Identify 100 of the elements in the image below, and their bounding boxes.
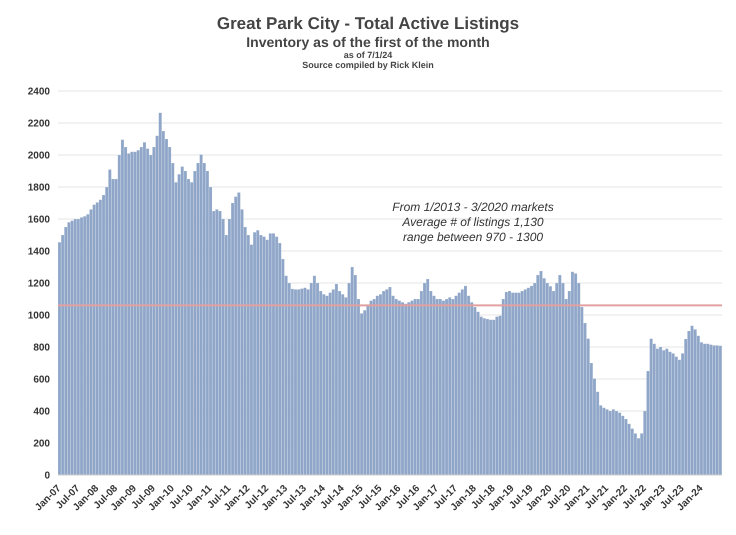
- bar: [341, 294, 344, 475]
- bar: [253, 232, 256, 475]
- bar: [422, 282, 426, 475]
- bar: [454, 296, 458, 475]
- bar: [458, 292, 461, 475]
- bar: [703, 344, 706, 475]
- bar: [665, 348, 668, 475]
- y-tick-label: 400: [33, 406, 50, 418]
- bar: [83, 216, 86, 475]
- bar: [574, 273, 578, 475]
- annotation: range between 970 - 1300: [402, 230, 544, 245]
- bar: [200, 154, 203, 475]
- bar: [612, 409, 615, 475]
- bar: [524, 289, 527, 475]
- y-tick-label: 1600: [28, 214, 50, 226]
- bar: [407, 302, 410, 475]
- bar: [215, 209, 218, 475]
- y-tick-label: 600: [33, 374, 50, 386]
- bar: [158, 112, 162, 475]
- bar: [70, 220, 74, 475]
- bar: [464, 286, 468, 475]
- bar: [426, 278, 430, 475]
- bar: [388, 286, 392, 475]
- bar: [460, 289, 464, 475]
- chart-title: Great Park City - Total Active Listings: [216, 14, 520, 34]
- bar: [614, 410, 618, 475]
- bar: [133, 152, 137, 475]
- bar: [668, 352, 672, 475]
- bar: [511, 292, 514, 475]
- bar: [256, 230, 260, 475]
- bar: [350, 266, 354, 475]
- bar: [536, 274, 540, 475]
- bar: [272, 233, 276, 475]
- y-tick-label: 800: [33, 342, 50, 354]
- bar: [602, 408, 606, 475]
- y-tick-label: 2000: [28, 150, 50, 162]
- bar: [218, 210, 222, 475]
- bar: [674, 356, 678, 475]
- bar: [712, 345, 716, 475]
- bar: [558, 274, 562, 475]
- annotation: Average # of listings 1,130: [401, 215, 545, 230]
- bar: [363, 310, 366, 475]
- bar: [300, 288, 304, 475]
- bar: [303, 288, 307, 475]
- bar: [130, 152, 134, 475]
- bar: [451, 298, 454, 475]
- text: as of 7/1/24: [342, 50, 394, 60]
- bar: [398, 300, 401, 475]
- bar: [650, 338, 653, 475]
- bar: [486, 318, 490, 475]
- bar: [410, 300, 414, 475]
- bar: [504, 292, 508, 475]
- bar: [262, 236, 266, 475]
- y-tick-label: 1000: [28, 310, 50, 322]
- bar: [718, 346, 722, 475]
- bar: [92, 204, 96, 475]
- bar: [294, 289, 298, 475]
- bar: [376, 296, 379, 475]
- bar: [108, 169, 112, 475]
- bar: [275, 236, 278, 475]
- bar: [570, 272, 574, 475]
- bar: [672, 353, 675, 475]
- bar: [539, 270, 543, 475]
- y-tick-label: 1400: [28, 246, 50, 258]
- bar: [548, 286, 552, 475]
- bar: [514, 292, 518, 475]
- bar: [444, 298, 448, 475]
- bar: [621, 416, 624, 475]
- bar: [517, 292, 521, 475]
- bar: [400, 302, 404, 475]
- bar: [624, 418, 628, 475]
- bar: [120, 140, 124, 475]
- annotation: From 1/2013 - 3/2020 markets: [391, 200, 555, 215]
- y-tick-label: 1200: [28, 278, 50, 290]
- bar: [385, 289, 388, 475]
- bar: [526, 288, 530, 475]
- bar: [495, 316, 498, 475]
- bar: [608, 410, 612, 475]
- y-tick-label: 1800: [28, 182, 50, 194]
- bar: [237, 192, 240, 475]
- bar: [136, 150, 140, 475]
- bar: [142, 142, 146, 475]
- bar: [489, 320, 492, 475]
- source-note: Source compiled by Rick Klein: [301, 60, 435, 70]
- bar: [382, 290, 386, 475]
- bar: [448, 297, 452, 475]
- bar: [404, 304, 408, 475]
- bar: [414, 298, 417, 475]
- y-tick-label: 2400: [28, 86, 50, 98]
- chart-subtitle: Inventory as of the first of the month: [245, 34, 491, 50]
- bar: [76, 218, 80, 475]
- bar: [322, 294, 326, 475]
- y-tick-label: 200: [33, 438, 50, 450]
- bar: [180, 166, 184, 475]
- bar: [520, 290, 524, 475]
- bar: [694, 329, 697, 475]
- bar: [662, 350, 666, 475]
- bar: [442, 300, 445, 475]
- bar: [482, 318, 486, 475]
- bar: [438, 298, 442, 475]
